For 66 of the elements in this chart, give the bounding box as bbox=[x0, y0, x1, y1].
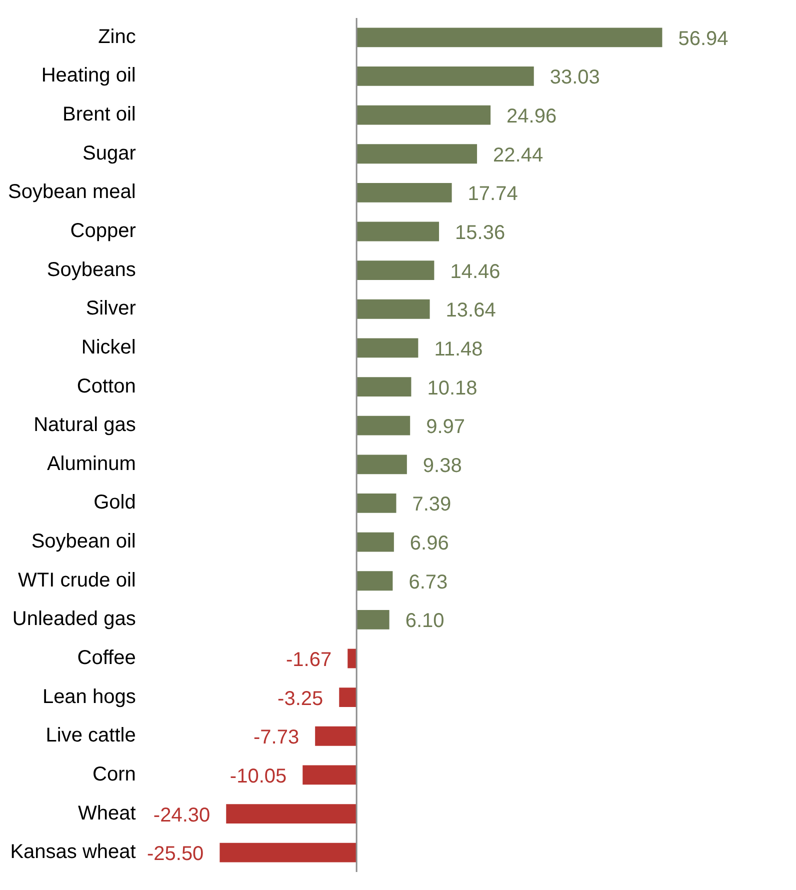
bar bbox=[348, 648, 357, 668]
data-label: 13.64 bbox=[446, 300, 496, 322]
y-tick-label: Kansas wheat bbox=[10, 841, 136, 864]
y-tick-label: Copper bbox=[70, 220, 136, 242]
data-label: -7.73 bbox=[253, 726, 300, 749]
data-label: 56.94 bbox=[678, 28, 728, 50]
y-tick-label: WTI crude oil bbox=[18, 569, 136, 592]
y-tick-label: Lean hogs bbox=[42, 686, 136, 708]
data-label: 33.03 bbox=[550, 66, 600, 89]
y-tick-label: Silver bbox=[86, 298, 136, 320]
data-label: 24.96 bbox=[506, 106, 557, 128]
bar bbox=[356, 571, 393, 591]
data-label: 10.18 bbox=[427, 377, 478, 400]
y-tick-label: Natural gas bbox=[34, 414, 136, 436]
data-label: 9.97 bbox=[426, 416, 466, 438]
y-tick-label: Soybean oil bbox=[31, 530, 136, 553]
data-label: 22.44 bbox=[493, 144, 544, 166]
y-tick-label: Cotton bbox=[76, 375, 136, 398]
y-tick-label: Heating oil bbox=[41, 64, 136, 87]
y-tick-label: Wheat bbox=[78, 802, 136, 824]
y-tick-label: Soybeans bbox=[46, 258, 136, 281]
bar bbox=[356, 494, 396, 513]
y-tick-label: Gold bbox=[94, 492, 136, 514]
bar bbox=[356, 299, 430, 319]
bar bbox=[356, 260, 434, 280]
bar bbox=[356, 144, 478, 164]
data-label: 14.46 bbox=[450, 260, 500, 283]
data-label: 17.74 bbox=[468, 183, 518, 206]
y-tick-label: Brent oil bbox=[62, 104, 136, 126]
data-label: -3.25 bbox=[278, 688, 324, 710]
bar bbox=[356, 66, 534, 86]
bar bbox=[356, 377, 412, 396]
data-label: -24.30 bbox=[153, 804, 210, 826]
bar bbox=[356, 105, 491, 125]
bar bbox=[356, 28, 662, 48]
data-label: 9.38 bbox=[422, 454, 462, 477]
bar bbox=[339, 688, 357, 708]
y-tick-label: Soybean meal bbox=[8, 181, 136, 204]
y-tick-label: Aluminum bbox=[46, 452, 136, 475]
bar bbox=[315, 726, 357, 746]
data-label: 6.73 bbox=[408, 571, 448, 594]
bar bbox=[302, 765, 357, 785]
bar bbox=[356, 182, 452, 202]
y-tick-label: Unleaded gas bbox=[12, 608, 136, 630]
bar bbox=[356, 532, 394, 552]
data-label: -25.50 bbox=[146, 843, 204, 866]
y-tick-label: Corn bbox=[92, 763, 136, 786]
bar bbox=[356, 610, 390, 630]
data-label: -10.05 bbox=[230, 765, 287, 788]
y-tick-label: Live cattle bbox=[46, 724, 136, 747]
bar bbox=[226, 804, 357, 824]
data-label: 6.96 bbox=[410, 532, 449, 555]
bar bbox=[356, 338, 418, 358]
y-tick-label: Zinc bbox=[98, 26, 136, 48]
y-tick-label: Nickel bbox=[81, 336, 136, 358]
bar bbox=[220, 842, 357, 862]
data-label: -1.67 bbox=[286, 649, 332, 672]
data-label: 15.36 bbox=[455, 222, 506, 244]
data-label: 7.39 bbox=[412, 494, 452, 516]
bar bbox=[356, 222, 440, 242]
y-tick-label: Coffee bbox=[77, 647, 136, 670]
bar bbox=[356, 454, 407, 474]
data-label: 6.10 bbox=[405, 610, 444, 632]
data-label: 11.48 bbox=[434, 338, 483, 360]
y-tick-label: Sugar bbox=[82, 142, 136, 164]
bar bbox=[356, 416, 410, 436]
